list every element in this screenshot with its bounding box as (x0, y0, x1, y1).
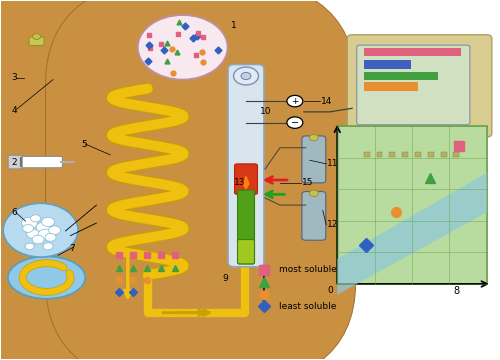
Bar (364, 72, 438, 80)
Circle shape (310, 190, 318, 197)
Circle shape (30, 215, 40, 222)
Text: 4: 4 (12, 105, 18, 114)
Text: 15: 15 (302, 178, 314, 187)
Text: 9: 9 (222, 274, 228, 283)
Circle shape (32, 235, 44, 244)
FancyBboxPatch shape (238, 190, 254, 264)
Circle shape (287, 117, 303, 129)
Text: 6: 6 (12, 208, 18, 217)
Text: 13: 13 (234, 178, 245, 187)
Text: 7: 7 (70, 244, 75, 253)
Bar (428, 152, 434, 157)
Text: 11: 11 (328, 159, 339, 168)
Circle shape (38, 229, 53, 240)
Circle shape (48, 226, 60, 234)
Circle shape (234, 67, 258, 85)
Text: most soluble: most soluble (279, 265, 337, 274)
Text: least soluble: least soluble (279, 302, 336, 311)
FancyBboxPatch shape (302, 192, 326, 240)
FancyBboxPatch shape (17, 40, 56, 114)
Bar (390, 152, 396, 157)
Circle shape (32, 34, 40, 40)
FancyBboxPatch shape (362, 141, 449, 152)
FancyBboxPatch shape (16, 156, 62, 168)
Circle shape (36, 222, 50, 232)
FancyBboxPatch shape (49, 57, 81, 104)
FancyBboxPatch shape (302, 136, 326, 183)
Circle shape (26, 229, 40, 238)
Text: 8: 8 (454, 286, 460, 296)
Text: −: − (291, 118, 299, 128)
Text: 10: 10 (260, 107, 272, 116)
Text: 2: 2 (12, 158, 18, 167)
FancyBboxPatch shape (29, 37, 44, 45)
FancyBboxPatch shape (8, 155, 22, 169)
Ellipse shape (8, 256, 85, 299)
Text: +: + (291, 96, 298, 105)
Bar (364, 48, 461, 56)
Circle shape (42, 217, 54, 226)
Text: 1: 1 (231, 21, 237, 30)
Circle shape (138, 15, 228, 80)
FancyBboxPatch shape (83, 67, 220, 311)
FancyBboxPatch shape (372, 130, 440, 146)
Circle shape (3, 203, 78, 257)
Circle shape (22, 225, 34, 232)
Bar (364, 152, 370, 157)
FancyBboxPatch shape (338, 126, 487, 284)
Polygon shape (243, 176, 249, 189)
Text: 5: 5 (82, 140, 87, 149)
FancyBboxPatch shape (238, 239, 254, 264)
Circle shape (287, 95, 303, 107)
FancyBboxPatch shape (234, 164, 258, 194)
Circle shape (310, 134, 318, 141)
FancyBboxPatch shape (347, 35, 492, 137)
FancyBboxPatch shape (0, 0, 257, 360)
FancyBboxPatch shape (46, 0, 356, 360)
FancyBboxPatch shape (228, 64, 264, 267)
Bar (415, 152, 421, 157)
FancyBboxPatch shape (356, 148, 461, 159)
Bar (402, 152, 408, 157)
Text: 0: 0 (328, 286, 334, 295)
Circle shape (45, 233, 56, 241)
Bar (364, 82, 418, 91)
Text: 14: 14 (321, 96, 332, 105)
Bar (364, 60, 411, 69)
Bar (376, 152, 382, 157)
FancyBboxPatch shape (356, 45, 470, 125)
Bar (440, 152, 446, 157)
Circle shape (22, 217, 38, 229)
Polygon shape (338, 173, 487, 295)
Circle shape (241, 72, 251, 80)
Circle shape (43, 243, 53, 250)
Text: 12: 12 (328, 220, 338, 229)
Text: 3: 3 (12, 73, 18, 82)
Circle shape (25, 243, 34, 249)
Bar (454, 152, 460, 157)
